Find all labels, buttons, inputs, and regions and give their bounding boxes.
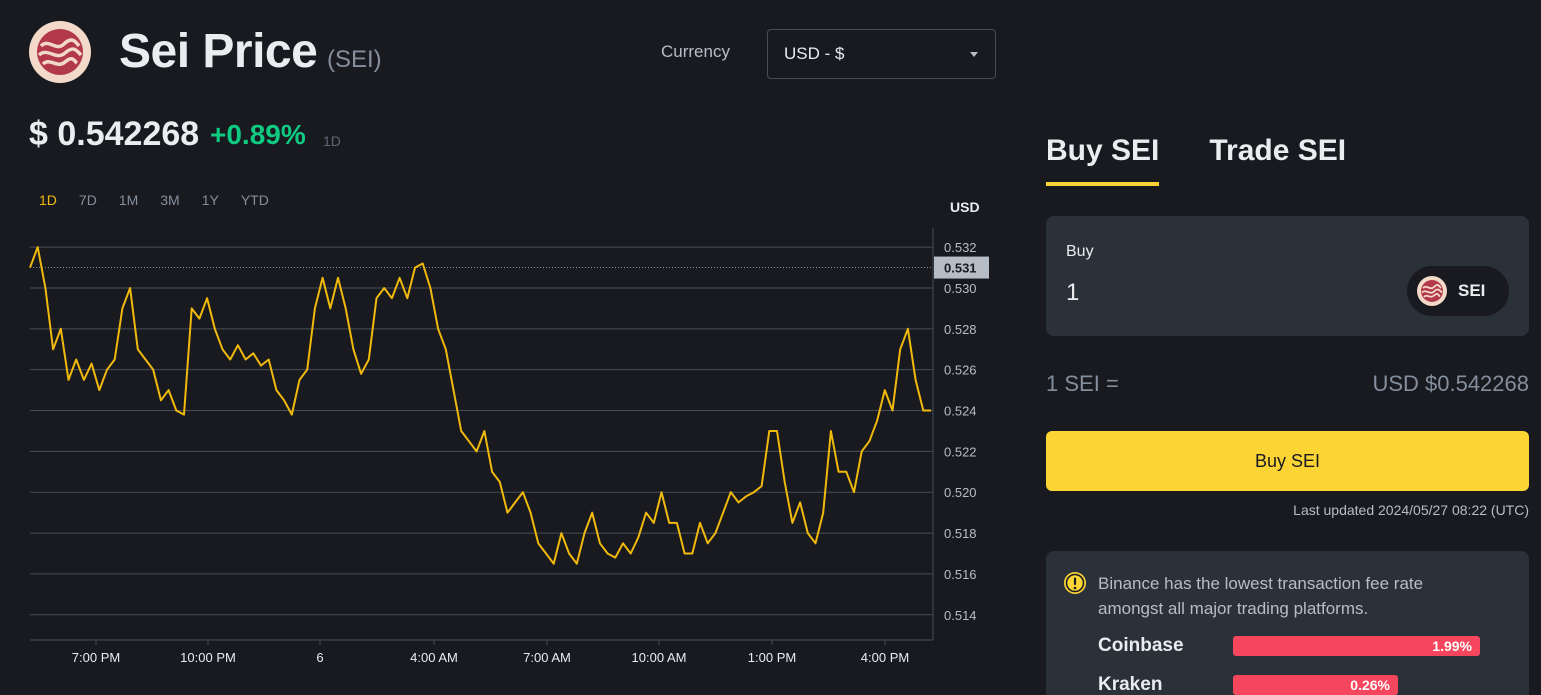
currency-value: USD - $ [784, 44, 845, 63]
range-7d[interactable]: 7D [78, 192, 97, 208]
price-change: +0.89% [210, 119, 306, 150]
range-selector: 1D 7D 1M 3M 1Y YTD [39, 192, 291, 208]
coin-selector[interactable]: SEI [1407, 266, 1509, 316]
axis-unit-label: USD [950, 199, 980, 215]
y-tick-label: 0.530 [944, 281, 977, 296]
buy-button[interactable]: Buy SEI [1046, 431, 1529, 491]
y-tick-label: 0.526 [944, 363, 977, 378]
sei-logo [29, 21, 91, 83]
y-tick-label: 0.520 [944, 485, 977, 500]
currency-select[interactable]: USD - $ [767, 29, 996, 79]
range-ytd[interactable]: YTD [240, 192, 269, 208]
tab-buy[interactable]: Buy SEI [1046, 134, 1160, 186]
sei-coin-icon [1417, 276, 1447, 306]
trade-tabs: Buy SEI Trade SEI [1046, 134, 1346, 186]
x-tick-label: 4:00 PM [861, 650, 909, 665]
range-1y[interactable]: 1Y [201, 192, 219, 208]
x-tick-label: 10:00 PM [180, 650, 236, 665]
fee-bar: 0.26% [1233, 675, 1398, 695]
reference-badge [934, 256, 989, 279]
x-tick-label: 7:00 AM [523, 650, 571, 665]
y-tick-label: 0.528 [944, 322, 977, 337]
price-line [29, 246, 931, 565]
fee-message: Binance has the lowest transaction fee r… [1098, 574, 1424, 618]
x-tick-label: 10:00 AM [632, 650, 687, 665]
x-tick-label: 4:00 AM [410, 650, 458, 665]
x-tick-label: 7:00 PM [72, 650, 120, 665]
tab-trade[interactable]: Trade SEI [1209, 134, 1347, 167]
y-tick-label: 0.518 [944, 526, 977, 541]
rate-base: 1 SEI = [1046, 371, 1119, 396]
rate-quote: USD $0.542268 [1372, 371, 1529, 396]
fee-row-kraken: Kraken 0.26% [1098, 673, 1398, 695]
reference-value: 0.531 [944, 261, 977, 276]
range-3m[interactable]: 3M [160, 192, 180, 208]
current-price: $ 0.542268 [29, 115, 200, 153]
x-tick-label: 6 [316, 650, 323, 665]
fee-bar: 1.99% [1233, 636, 1480, 656]
buy-panel: Buy SEI [1046, 216, 1529, 336]
exchange-name: Coinbase [1098, 635, 1184, 656]
change-period: 1D [323, 133, 341, 149]
page-title: Sei Price [119, 25, 318, 78]
buy-label: Buy [1066, 243, 1094, 260]
range-1d[interactable]: 1D [39, 192, 57, 208]
exchange-name: Kraken [1098, 674, 1163, 695]
y-tick-label: 0.514 [944, 608, 977, 623]
currency-label: Currency [661, 42, 730, 61]
amount-input[interactable] [1066, 279, 1366, 307]
fee-comparison-panel: Binance has the lowest transaction fee r… [1046, 551, 1529, 695]
y-tick-label: 0.516 [944, 567, 977, 582]
exclamation-icon [1064, 572, 1086, 594]
y-tick-label: 0.524 [944, 404, 977, 419]
price-chart[interactable]: 0.532 0.530 0.528 0.526 0.524 0.522 0.520 0.518… [0, 225, 1000, 670]
range-1m[interactable]: 1M [118, 192, 139, 208]
y-tick-label: 0.522 [944, 444, 977, 459]
ticker-symbol: (SEI) [327, 46, 382, 73]
fee-row-coinbase: Coinbase 1.99% [1098, 634, 1480, 658]
y-tick-label: 0.532 [944, 240, 977, 255]
coin-symbol: SEI [1458, 281, 1486, 300]
last-updated: Last updated 2024/05/27 08:22 (UTC) [1293, 502, 1529, 518]
x-tick-label: 1:00 PM [748, 650, 796, 665]
caret-down-icon [970, 52, 978, 57]
